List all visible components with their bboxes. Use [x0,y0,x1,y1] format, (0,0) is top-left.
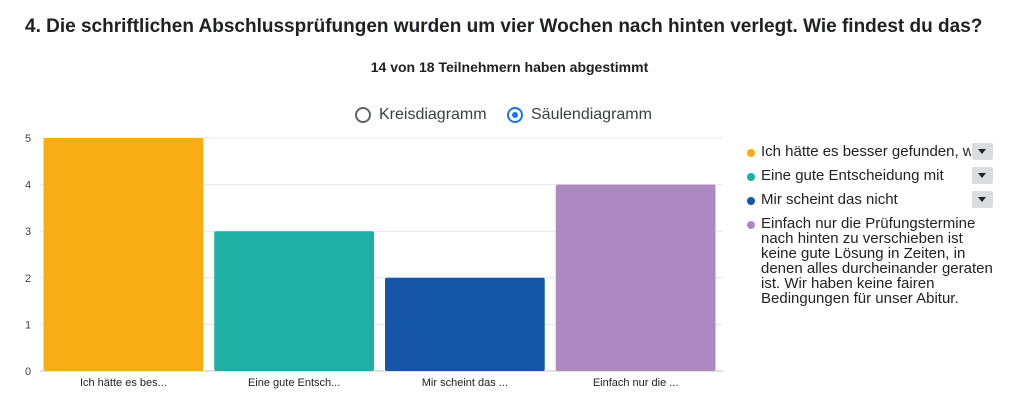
legend-expand-icon[interactable] [972,191,993,208]
pie-chart-label: Kreisdiagramm [379,106,487,123]
bar[interactable] [555,184,716,371]
y-tick-label: 0 [25,366,31,378]
legend-item[interactable]: Ich hätte es besser gefunden, wenn [747,143,997,160]
legend-color-dot [747,173,755,181]
bar[interactable] [43,138,204,371]
legend-label: Eine gute Entscheidung mit [761,168,944,183]
bar[interactable] [385,277,545,371]
bar-chart-label: Säulendiagramm [531,106,652,123]
response-summary: 14 von 18 Teilnehmern haben abgestimmt [370,59,649,75]
x-tick-label: Einfach nur die ... [593,377,679,389]
legend-item[interactable]: Mir scheint das nicht [747,191,997,208]
y-tick-label: 3 [25,226,31,238]
pie-chart-option[interactable]: Kreisdiagramm [355,106,487,124]
x-tick-label: Ich hätte es bes... [80,377,167,389]
question-title: 4. Die schriftlichen Abschlussprüfungen … [25,16,983,37]
bar[interactable] [214,231,374,371]
y-tick-label: 2 [25,273,31,285]
legend-label: Ich hätte es besser gefunden, wenn [761,144,971,159]
legend-item: Einfach nur die Prüfungstermine nach hin… [747,216,997,306]
legend-color-dot [747,149,755,157]
chart-legend: Ich hätte es besser gefunden, wenn Eine g… [747,143,997,315]
legend-color-dot [747,197,755,205]
bar-radio-icon[interactable] [507,107,523,123]
legend-expand-icon[interactable] [972,143,993,160]
legend-color-dot [747,221,755,229]
x-tick-label: Mir scheint das ... [422,377,508,389]
legend-item[interactable]: Eine gute Entscheidung mit [747,167,997,184]
pie-radio-icon[interactable] [355,107,371,123]
y-tick-label: 4 [25,180,31,192]
legend-expand-icon[interactable] [972,167,993,184]
x-tick-label: Eine gute Entsch... [248,377,340,389]
bar-chart-option[interactable]: Säulendiagramm [507,106,652,124]
y-tick-label: 1 [25,319,31,331]
legend-label: Einfach nur die Prüfungstermine nach hin… [761,215,993,307]
legend-label: Mir scheint das nicht [761,192,898,207]
y-tick-label: 5 [25,133,31,145]
